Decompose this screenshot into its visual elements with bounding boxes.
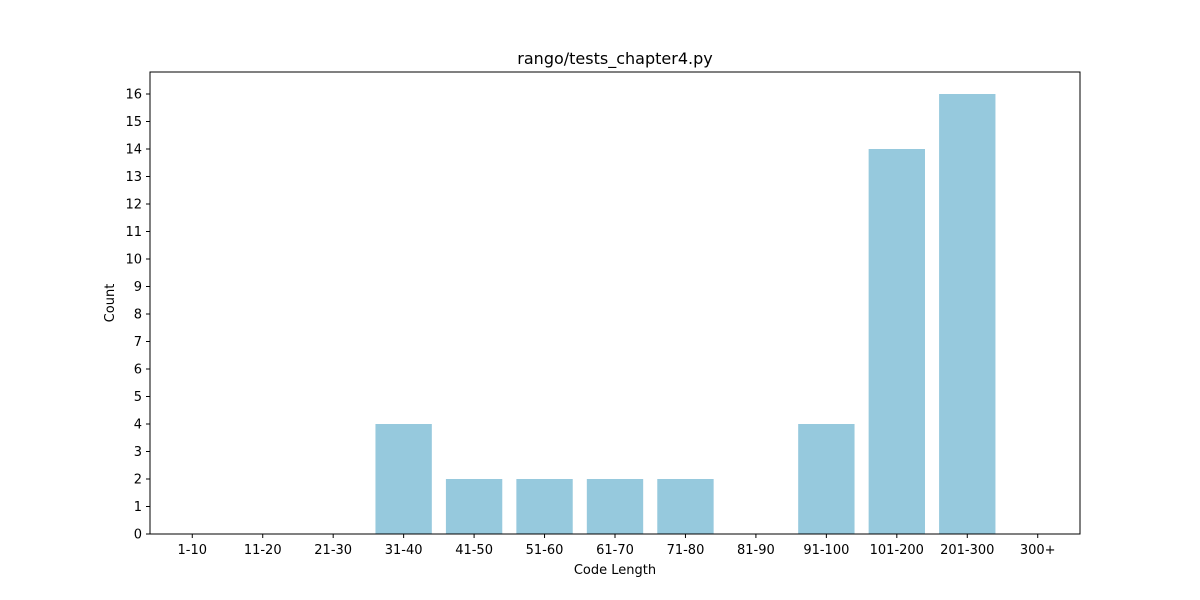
x-tick-label: 101-200 — [870, 543, 924, 558]
y-tick-label: 8 — [134, 308, 142, 323]
x-tick-label: 41-50 — [455, 543, 493, 558]
x-tick-label: 81-90 — [737, 543, 775, 558]
y-tick-label: 4 — [134, 418, 142, 433]
x-tick-label: 91-100 — [803, 543, 849, 558]
x-tick-label: 51-60 — [526, 543, 564, 558]
x-tick-label: 61-70 — [596, 543, 634, 558]
x-axis-title: Code Length — [574, 563, 656, 578]
bar-201-300 — [939, 94, 996, 534]
y-axis-title: Count — [103, 284, 118, 323]
bar-51-60 — [516, 479, 573, 534]
bar-61-70 — [586, 479, 644, 534]
y-tick-label: 5 — [134, 390, 142, 405]
y-tick-label: 2 — [134, 473, 142, 488]
bar-31-40 — [375, 424, 432, 534]
x-axis-ticks: 1-10 11-20 21-30 31-40 41-50 51-60 61-70 71-80 8… — [178, 534, 1056, 558]
chart-title: rango/tests_chapter4.py — [517, 49, 712, 69]
y-tick-label: 15 — [125, 115, 142, 130]
x-tick-label: 1-10 — [178, 543, 208, 558]
x-tick-label: 300+ — [1020, 543, 1056, 558]
bar-71-80 — [657, 479, 714, 534]
bar-41-50 — [445, 479, 503, 534]
y-tick-label: 16 — [125, 88, 142, 103]
x-tick-label: 71-80 — [667, 543, 705, 558]
x-tick-label: 201-300 — [940, 543, 994, 558]
y-tick-label: 14 — [125, 143, 142, 158]
x-tick-label: 21-30 — [314, 543, 352, 558]
bars-group — [375, 94, 996, 534]
y-tick-label: 0 — [134, 528, 142, 543]
x-tick-label: 11-20 — [244, 543, 282, 558]
y-tick-label: 1 — [134, 500, 142, 515]
y-tick-label: 11 — [125, 225, 142, 240]
y-tick-label: 3 — [134, 445, 142, 460]
y-tick-label: 6 — [134, 363, 142, 378]
bar-101-200 — [868, 149, 925, 534]
y-tick-label: 10 — [125, 253, 142, 268]
y-tick-label: 7 — [134, 335, 142, 350]
y-tick-label: 12 — [125, 198, 142, 213]
x-tick-label: 31-40 — [385, 543, 423, 558]
y-tick-label: 9 — [134, 280, 142, 295]
bar-91-100 — [798, 424, 855, 534]
plot-frame — [149, 71, 1081, 535]
y-tick-label: 13 — [125, 170, 142, 185]
